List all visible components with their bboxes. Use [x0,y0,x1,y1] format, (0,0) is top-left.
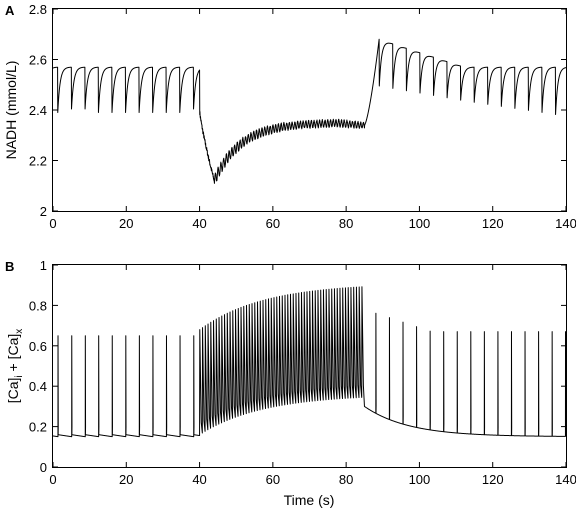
panel-a-ticks: 0 20 40 60 80 100 120 140 2 2.2 2.4 2.6 2.8 [29,2,576,231]
x-tick-label-a: 0 [49,216,56,231]
calcium-trace [52,286,567,438]
panel-a-ylabel: NADH (mmol/L) [3,61,19,160]
x-tick-label-b: 0 [49,472,56,487]
x-tick-label-b: 80 [339,472,353,487]
x-tick-label-a: 80 [339,216,353,231]
y-tick-label-b: 0.6 [29,339,47,354]
panel-a: A NADH (mmol/L) 0 20 40 60 80 100 120 140 2 2.2 2.… [3,2,576,231]
panel-b-ticks: 0 20 40 60 80 100 120 140 0 0.2 0.4 0.6 0.8 1 [29,258,576,487]
y-tick-label-b: 1 [40,258,47,273]
y-tick-label-a: 2.8 [29,2,47,17]
y-tick-label-a: 2.4 [29,103,47,118]
x-tick-label-b: 20 [119,472,133,487]
panel-b-ylabel-text: [Ca]i + [Ca]x [5,329,25,404]
y-tick-label-a: 2 [40,204,47,219]
y-tick-label-b: 0 [40,460,47,475]
x-tick-label-a: 120 [482,216,504,231]
x-tick-label-b: 140 [555,472,576,487]
x-tick-label-a: 60 [266,216,280,231]
panel-b: B [Ca]i + [Ca]x 0 20 40 60 80 100 120 140 0 0.2 0.… [5,258,576,508]
panel-b-ylabel: [Ca]i + [Ca]x [5,329,25,404]
y-tick-label-a: 2.6 [29,53,47,68]
x-axis-label: Time (s) [284,492,335,508]
x-tick-label-b: 60 [266,472,280,487]
x-tick-label-b: 120 [482,472,504,487]
panel-a-frame [52,8,567,212]
nadh-trace [52,38,567,184]
x-tick-label-a: 20 [119,216,133,231]
panel-b-frame [52,264,567,468]
y-tick-label-a: 2.2 [29,154,47,169]
x-tick-label-a: 40 [192,216,206,231]
panel-letter-a: A [5,3,15,18]
x-tick-label-a: 140 [555,216,576,231]
x-tick-label-a: 100 [409,216,431,231]
x-tick-label-b: 100 [409,472,431,487]
y-tick-label-b: 0.8 [29,298,47,313]
x-tick-label-b: 40 [192,472,206,487]
y-tick-label-b: 0.4 [29,379,47,394]
y-tick-label-b: 0.2 [29,420,47,435]
panel-letter-b: B [5,259,14,274]
